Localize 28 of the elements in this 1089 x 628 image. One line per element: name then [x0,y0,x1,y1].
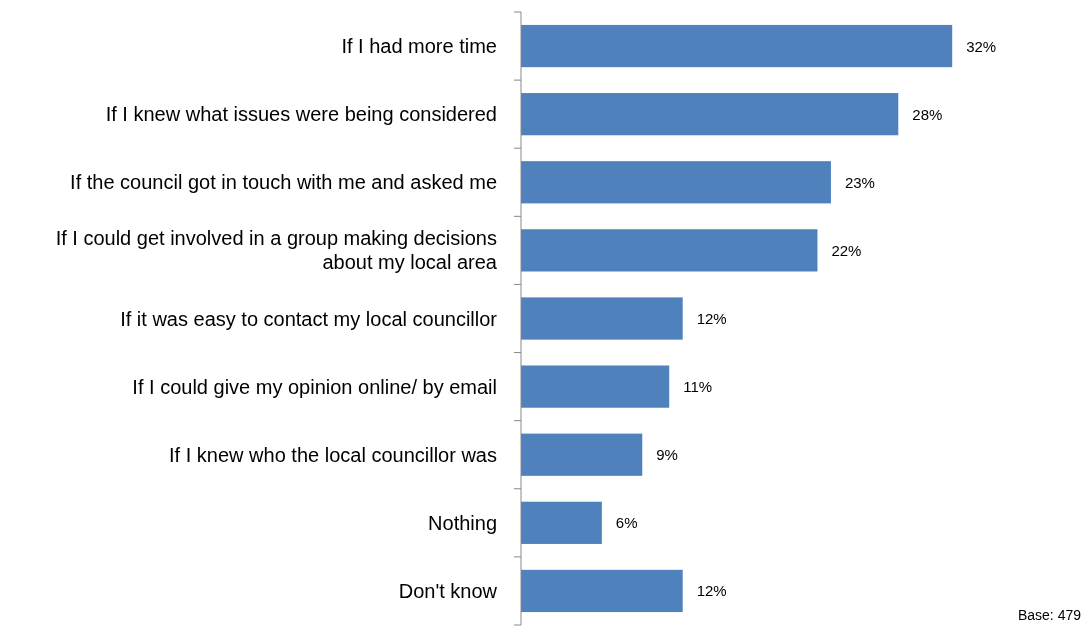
data-label: 12% [696,582,727,600]
data-label: 32% [966,37,997,55]
bar [521,297,683,340]
y-tick-label: Don't know [398,579,498,602]
y-tick-label: If I knew who the local councillor was [169,443,497,466]
y-tick-label: If I knew what issues were being considered [105,103,497,126]
y-tick-label: If I could get involved in a group making decisions about my local area [55,227,498,274]
bar [521,365,670,408]
bar [521,433,643,476]
y-tick-label: If it was easy to contact my local councillor [120,307,498,330]
data-label: 23% [844,173,875,191]
data-label: 9% [656,446,678,464]
text: Base: 479 [1017,607,1082,623]
bar [521,569,683,613]
y-tick-label: If I had more time [341,35,497,58]
bar [521,161,831,204]
data-label: 28% [912,105,943,123]
data-label: 11% [683,378,713,396]
bar [521,24,953,68]
y-tick-label: Nothing [428,511,497,534]
data-label: 22% [831,241,862,259]
y-tick-label: If the council got in touch with me and asked me [70,171,497,194]
data-label: 6% [615,514,638,532]
bar [521,501,602,544]
y-tick-label: If I could give my opinion online/ by email [132,375,497,398]
bar [521,229,818,272]
data-label: 12% [696,310,727,327]
bar [521,93,899,136]
